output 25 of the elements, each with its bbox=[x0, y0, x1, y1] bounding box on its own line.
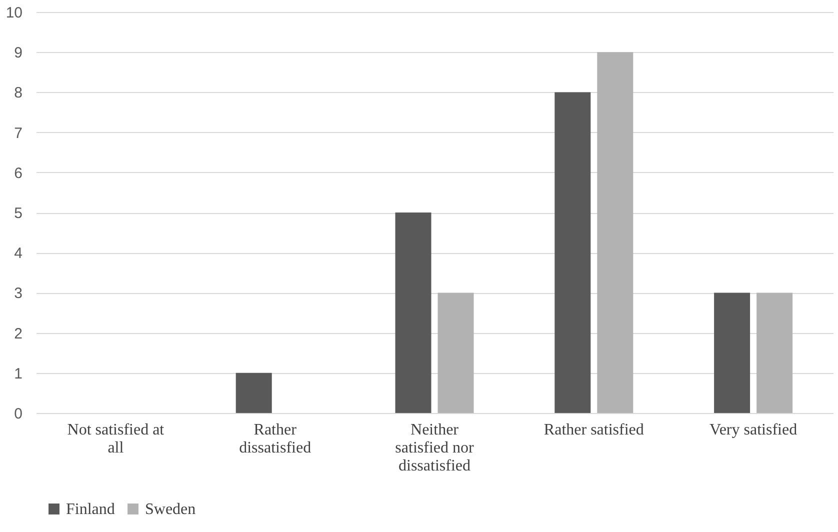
bar bbox=[714, 292, 750, 413]
y-tick-label: 5 bbox=[14, 205, 22, 222]
y-tick-label: 10 bbox=[6, 4, 22, 22]
x-tick-label: Rather dissatisfied bbox=[239, 422, 312, 456]
bar bbox=[395, 212, 432, 413]
y-tick-label: 6 bbox=[14, 164, 22, 182]
x-tick-label: Not satisfied at all bbox=[67, 422, 165, 456]
y-tick-label: 1 bbox=[14, 365, 22, 382]
y-tick-label: 9 bbox=[14, 44, 22, 62]
bar bbox=[756, 292, 793, 413]
x-tick-label: Rather satisfied bbox=[544, 422, 644, 438]
y-tick-label: 7 bbox=[14, 124, 22, 142]
bar bbox=[236, 372, 272, 413]
y-tick-label: 4 bbox=[14, 245, 22, 262]
x-tick-label: Neither satisfied nor dissatisfied bbox=[395, 422, 474, 474]
bar bbox=[438, 292, 474, 413]
bar bbox=[597, 52, 634, 413]
y-tick-label: 0 bbox=[14, 406, 22, 422]
legend-label: Sweden bbox=[145, 501, 196, 518]
x-tick-label: Very satisfied bbox=[710, 422, 798, 438]
y-tick-label: 8 bbox=[14, 84, 22, 102]
legend-label: Finland bbox=[66, 501, 115, 518]
y-tick-label: 2 bbox=[14, 325, 22, 342]
y-tick-label: 3 bbox=[14, 285, 22, 302]
bar bbox=[554, 92, 591, 413]
